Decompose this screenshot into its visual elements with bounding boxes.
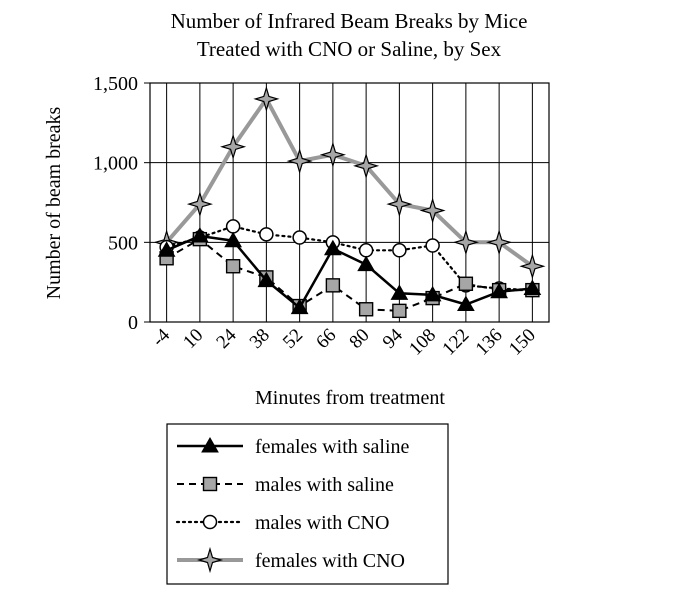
legend-entry: females with saline bbox=[177, 436, 410, 458]
data-point bbox=[390, 284, 409, 300]
legend-label: females with CNO bbox=[255, 550, 405, 572]
data-point bbox=[224, 231, 242, 248]
data-point bbox=[486, 229, 513, 256]
data-point bbox=[392, 303, 407, 319]
legend-label: males with CNO bbox=[255, 512, 389, 534]
series-males-with-CNO bbox=[159, 219, 540, 298]
data-point bbox=[419, 197, 446, 224]
x-tick-label: 10 bbox=[179, 325, 207, 353]
data-point bbox=[452, 229, 479, 256]
data-point bbox=[186, 191, 213, 218]
data-point bbox=[257, 271, 276, 288]
legend-marker bbox=[196, 546, 224, 574]
legend-marker bbox=[202, 476, 218, 492]
x-tick-label: 150 bbox=[505, 325, 540, 360]
plot-frame bbox=[149, 82, 550, 323]
series-females-with-saline bbox=[157, 226, 542, 315]
x-tick-label: 24 bbox=[212, 324, 241, 353]
y-tick-label: 0 bbox=[128, 312, 138, 334]
data-point bbox=[353, 152, 380, 179]
legend-marker bbox=[202, 514, 218, 530]
data-point bbox=[392, 243, 407, 258]
legend-entry: males with CNO bbox=[175, 512, 389, 534]
x-tick-label: -4 bbox=[148, 324, 174, 350]
legend: females with saline males with saline male… bbox=[166, 423, 449, 585]
y-tick-label: 1,000 bbox=[93, 153, 138, 175]
x-tick-label: 136 bbox=[472, 325, 507, 360]
legend-marker bbox=[201, 436, 219, 453]
data-point bbox=[357, 255, 375, 272]
x-tick-label: 122 bbox=[438, 325, 473, 360]
data-point bbox=[292, 230, 307, 245]
data-point bbox=[157, 241, 176, 257]
x-axis-label: Minutes from treatment bbox=[255, 387, 445, 409]
x-tick-label: 66 bbox=[312, 325, 340, 353]
legend-entry: males with saline bbox=[177, 474, 394, 496]
y-tick-label: 1,500 bbox=[93, 73, 138, 95]
data-point bbox=[319, 141, 347, 168]
data-point bbox=[286, 148, 313, 175]
data-point bbox=[191, 226, 209, 243]
grid bbox=[149, 82, 550, 323]
data-point bbox=[253, 85, 280, 112]
data-point bbox=[425, 238, 440, 253]
series-females-with-CNO bbox=[153, 85, 546, 280]
legend-entry: females with CNO bbox=[177, 546, 405, 574]
legend-label: males with saline bbox=[255, 474, 394, 496]
data-point bbox=[225, 219, 241, 234]
y-tick-label: 500 bbox=[108, 232, 138, 254]
data-point bbox=[386, 191, 413, 218]
series-line bbox=[165, 225, 534, 292]
x-tick-label: 80 bbox=[345, 325, 373, 353]
series-line bbox=[165, 95, 534, 268]
x-tick-label: 94 bbox=[379, 324, 408, 353]
data-point bbox=[457, 295, 475, 311]
data-point bbox=[490, 282, 508, 299]
y-axis-label: Number of beam breaks bbox=[43, 106, 65, 299]
x-tick-label: 52 bbox=[279, 325, 307, 353]
data-point bbox=[358, 302, 374, 317]
data-point bbox=[220, 133, 247, 160]
chart-title-line-1: Number of Infrared Beam Breaks by Mice bbox=[171, 9, 528, 33]
data-point bbox=[358, 243, 374, 258]
data-point bbox=[423, 285, 442, 302]
x-tick-label: 108 bbox=[405, 325, 440, 360]
data-point bbox=[325, 278, 341, 293]
chart-title-line-2: Treated with CNO or Saline, by Sex bbox=[197, 37, 502, 61]
axes: 0 500 1,000 1,500 -4 10 24 38 52 66 80 941081221361… bbox=[93, 73, 540, 360]
data-point bbox=[225, 259, 241, 274]
data-point bbox=[458, 276, 474, 291]
data-point bbox=[523, 279, 542, 296]
data-point bbox=[519, 253, 546, 280]
series-group bbox=[153, 85, 546, 319]
data-point bbox=[324, 239, 342, 256]
series-line bbox=[166, 234, 533, 310]
data-point bbox=[290, 298, 309, 315]
x-tick-label: 38 bbox=[246, 325, 274, 353]
data-point bbox=[259, 227, 274, 242]
legend-label: females with saline bbox=[255, 436, 410, 458]
